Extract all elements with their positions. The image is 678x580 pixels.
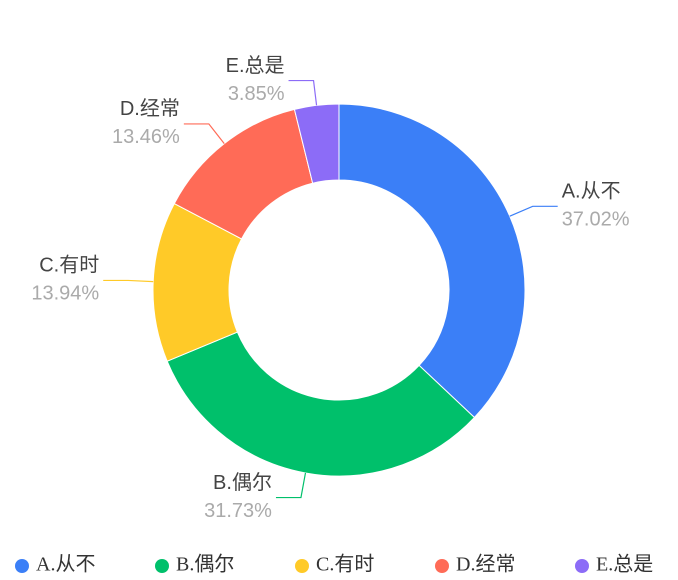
slice-label: C.有时	[39, 254, 99, 277]
legend-label[interactable]: E.总是	[596, 553, 653, 576]
donut-slice	[166, 331, 476, 477]
slice-value-label: 13.94%	[31, 283, 99, 305]
legend-label[interactable]: A.从不	[36, 554, 95, 576]
slice-label: E.总是	[226, 54, 285, 77]
donut-slice	[338, 103, 526, 419]
legend-marker[interactable]	[295, 559, 309, 573]
leader-line	[288, 79, 318, 106]
slice-value-label: 3.85%	[228, 83, 285, 105]
legend-marker[interactable]	[575, 559, 589, 573]
legend-marker[interactable]	[435, 559, 449, 573]
leader-line	[183, 123, 225, 144]
slice-value-label: 37.02%	[562, 209, 630, 231]
slice-value-label: 13.46%	[112, 126, 180, 148]
leader-line	[275, 472, 307, 499]
slice-value-label: 31.73%	[204, 500, 272, 522]
slice-label: D.经常	[120, 97, 180, 120]
leader-line	[509, 205, 558, 217]
legend-label[interactable]: D.经常	[456, 553, 515, 576]
leader-line	[103, 279, 154, 283]
slice-label: B.偶尔	[213, 471, 272, 494]
donut-slice	[293, 103, 340, 184]
slice-label: A.从不	[562, 181, 621, 203]
legend-marker[interactable]	[15, 559, 29, 573]
legend-label[interactable]: B.偶尔	[176, 553, 234, 576]
legend-marker[interactable]	[155, 559, 169, 573]
legend-label[interactable]: C.有时	[316, 553, 374, 576]
